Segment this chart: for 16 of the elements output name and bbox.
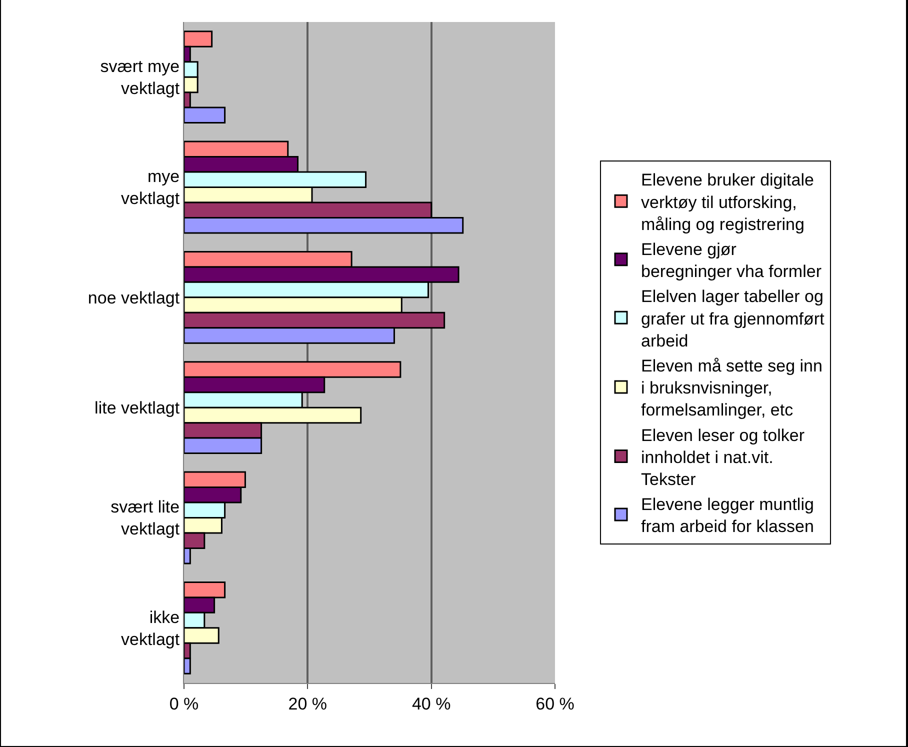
- x-tick-label: 20 %: [288, 694, 328, 714]
- x-tick-label: 40 %: [412, 694, 451, 714]
- x-tick-label: 0 %: [169, 694, 199, 714]
- y-tick-label: svært mye vektlagt: [100, 56, 180, 98]
- y-tick-label: lite vektlagt: [94, 398, 180, 418]
- legend-label: Eleven må sette seg inn i bruksnvisninger, formelsamlinger, etc: [641, 356, 822, 420]
- legend-label: Elevene bruker digitale verktøy til utforsking, måling og registrering: [641, 170, 814, 234]
- legend-label: Eleven leser og tolker innholdet i nat.vit. Tekster: [641, 426, 805, 489]
- y-tick-label: ikke vektlagt: [121, 608, 180, 649]
- y-tick-label: mye vektlagt: [121, 167, 180, 208]
- x-tick-label: 60 %: [536, 694, 574, 714]
- legend-label: Elevene legger muntlig fram arbeid for klassen: [641, 495, 814, 536]
- y-tick-label: noe vektlagt: [88, 288, 180, 308]
- legend-label: Elevene gjør beregninger vha formler: [641, 240, 822, 282]
- legend-label: Elelven lager tabeller og grafer ut fra gjennomført arbeid: [641, 287, 825, 350]
- y-tick-label: svært lite vektlagt: [110, 498, 180, 539]
